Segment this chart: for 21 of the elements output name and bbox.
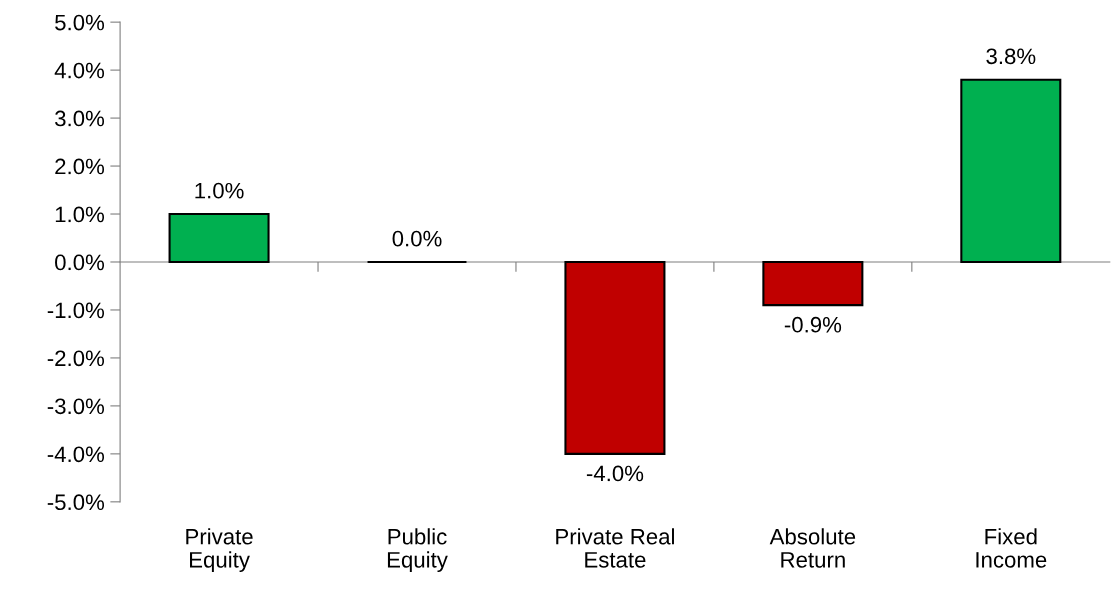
y-tick-label: 1.0% xyxy=(55,206,105,223)
y-tick-label: -4.0% xyxy=(47,446,105,463)
y-tick-label: 0.0% xyxy=(55,254,105,271)
y-tick-label: 3.0% xyxy=(55,110,105,127)
x-tick-label: Fixed Income xyxy=(976,528,1047,568)
y-tick-label: -1.0% xyxy=(47,302,105,319)
y-tick-label: 4.0% xyxy=(54,62,105,79)
data-label: -0.9% xyxy=(784,316,842,333)
data-label: 0.0% xyxy=(392,230,442,247)
x-tick-label: Absolute Return xyxy=(769,528,856,568)
y-tick-label: 2.0% xyxy=(55,158,105,175)
y-tick-label: -3.0% xyxy=(47,398,105,415)
x-tick-label: Private Equity xyxy=(186,528,253,573)
y-tick-label: -2.0% xyxy=(47,350,105,367)
x-tick-label: Private Real Estate xyxy=(556,528,674,568)
x-tick-label: Public Equity xyxy=(387,528,448,573)
data-label: 1.0% xyxy=(195,182,244,199)
y-tick-label: 5.0% xyxy=(55,14,105,31)
data-label: 3.8% xyxy=(986,48,1036,65)
data-label: -4.0% xyxy=(586,465,644,482)
y-tick-label: -5.0% xyxy=(47,494,105,511)
